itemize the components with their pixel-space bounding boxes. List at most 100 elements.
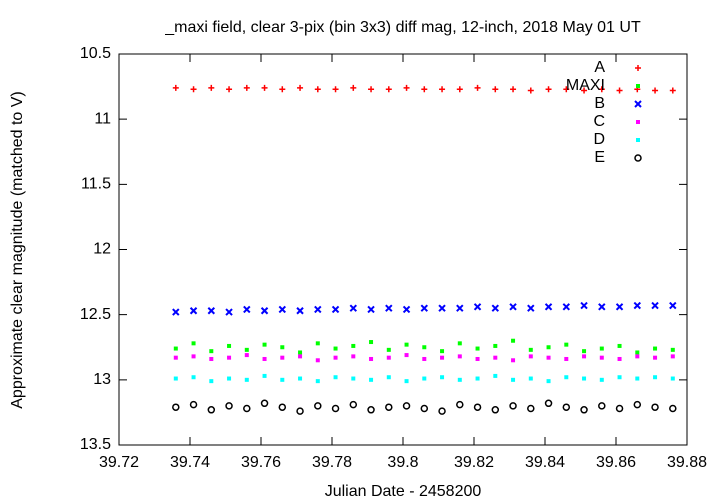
point: [440, 349, 445, 354]
point: [298, 354, 303, 359]
point: [562, 303, 571, 311]
point: [173, 346, 178, 351]
point: [351, 376, 356, 381]
point: [670, 347, 675, 352]
point: [475, 376, 480, 381]
point: [280, 377, 285, 382]
point: [493, 343, 498, 348]
point: [562, 403, 571, 411]
point: [582, 349, 587, 354]
legend-marker: [636, 138, 640, 142]
point: [652, 87, 659, 94]
point: [243, 404, 251, 413]
point: [598, 86, 605, 93]
point: [582, 354, 587, 359]
point: [509, 303, 517, 311]
point: [581, 87, 588, 94]
point: [227, 355, 232, 360]
point: [528, 347, 533, 352]
point: [332, 86, 339, 93]
point: [670, 354, 675, 359]
y-tick-label: 11.5: [81, 176, 111, 193]
point: [653, 355, 658, 360]
point: [244, 347, 249, 352]
point: [209, 379, 214, 384]
point: [189, 307, 198, 315]
point: [244, 377, 249, 382]
point: [209, 356, 214, 361]
point: [350, 84, 357, 91]
point: [315, 341, 320, 346]
point: [315, 358, 320, 363]
point: [635, 354, 640, 359]
point: [172, 84, 179, 91]
point: [402, 305, 411, 314]
point: [207, 406, 216, 414]
point: [457, 354, 462, 359]
point: [511, 338, 516, 343]
point: [386, 375, 391, 380]
point: [315, 379, 320, 384]
point: [333, 346, 338, 351]
point: [491, 406, 500, 414]
point: [582, 376, 587, 381]
point: [349, 400, 358, 409]
point: [511, 377, 516, 382]
point: [227, 343, 232, 348]
point: [473, 403, 482, 411]
series-1: [173, 338, 675, 355]
legend-marker: [634, 100, 642, 108]
point: [457, 341, 462, 346]
point: [280, 355, 285, 360]
x-tick-label: 39.84: [525, 454, 565, 471]
point: [278, 403, 287, 411]
point: [457, 377, 462, 382]
point: [635, 376, 640, 381]
point: [616, 87, 623, 94]
point: [421, 86, 428, 93]
y-axis-label: Approximate clear magnitude (matched to …: [9, 91, 26, 408]
point: [207, 307, 216, 315]
x-tick-label: 39.76: [241, 454, 281, 471]
point: [369, 356, 374, 361]
point: [456, 304, 464, 312]
point: [563, 86, 570, 93]
x-axis-label: Julian Date - 2458200: [325, 483, 482, 500]
series-5: [172, 399, 677, 415]
legend-marker: [634, 154, 642, 162]
point: [599, 377, 604, 382]
point: [651, 403, 659, 411]
point: [598, 303, 606, 311]
point: [369, 377, 374, 382]
point: [422, 376, 427, 381]
point: [190, 86, 197, 93]
y-tick-label: 12.5: [80, 306, 111, 323]
point: [510, 86, 517, 93]
legend-marker: [635, 65, 641, 71]
point: [226, 86, 233, 93]
point: [404, 342, 409, 347]
point: [351, 343, 356, 348]
x-tick-label: 39.74: [170, 454, 210, 471]
point: [475, 356, 480, 361]
point: [544, 399, 553, 408]
series-4: [173, 373, 675, 384]
point: [617, 375, 622, 380]
point: [262, 356, 267, 361]
point: [367, 305, 375, 314]
point: [279, 86, 286, 93]
point: [564, 375, 569, 380]
x-tick-label: 39.88: [667, 454, 707, 471]
point: [474, 84, 481, 91]
point: [528, 354, 533, 359]
point: [172, 308, 180, 316]
point: [368, 86, 375, 93]
legend-marker: [636, 84, 640, 88]
y-tick-label: 11: [94, 110, 111, 127]
point: [546, 379, 551, 384]
point: [651, 301, 659, 310]
point: [546, 355, 551, 360]
point: [314, 305, 322, 314]
point: [545, 86, 552, 93]
